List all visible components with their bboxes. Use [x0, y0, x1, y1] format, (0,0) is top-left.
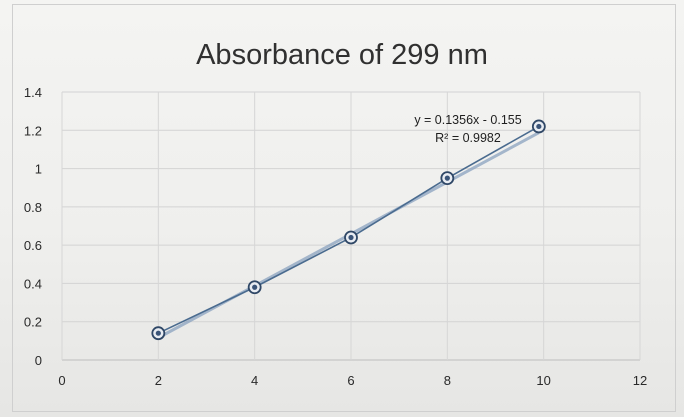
y-tick-label: 0.8 — [24, 200, 42, 215]
data-point-center — [155, 330, 161, 336]
data-point-center — [348, 234, 354, 241]
x-tick-label: 4 — [251, 373, 258, 388]
x-tick-label: 12 — [633, 373, 647, 388]
y-tick-label: 0 — [35, 353, 42, 368]
trendline-r-squared: R² = 0.9982 — [435, 131, 501, 145]
y-tick-label: 1.4 — [24, 85, 42, 100]
y-tick-label: 0.4 — [24, 276, 42, 291]
series-line — [157, 125, 540, 334]
chart-frame — [12, 4, 676, 412]
data-point-center — [536, 123, 542, 130]
x-tick-label: 2 — [155, 373, 162, 388]
series-layer — [151, 119, 546, 341]
x-tick-label: 8 — [444, 373, 451, 388]
y-tick-label: 1 — [35, 162, 42, 177]
grid-lines — [61, 91, 641, 361]
trendline-equation: y = 0.1356x - 0.155 — [414, 113, 521, 127]
data-point-center — [444, 175, 450, 181]
y-tick-label: 0.2 — [24, 315, 42, 330]
y-tick-label: 1.2 — [24, 123, 42, 138]
y-tick-label: 0.6 — [24, 238, 42, 253]
data-point-center — [252, 284, 258, 290]
x-tick-label: 10 — [536, 373, 550, 388]
chart-title: Absorbance of 299 nm — [196, 39, 488, 71]
x-tick-label: 6 — [347, 373, 354, 388]
x-tick-label: 0 — [58, 373, 65, 388]
axis-labels: 0 0.2 0.4 0.6 0.8 1 1.2 1.4 0 2 4 6 8 10 12 — [24, 85, 647, 388]
